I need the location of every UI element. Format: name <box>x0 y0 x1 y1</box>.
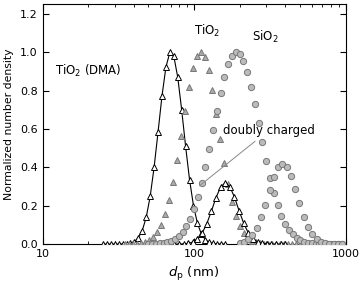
Text: doubly charged: doubly charged <box>199 124 315 186</box>
X-axis label: $d_\mathrm{p}$ (nm): $d_\mathrm{p}$ (nm) <box>169 265 220 283</box>
Text: TiO$_2$ (DMA): TiO$_2$ (DMA) <box>55 63 121 79</box>
Y-axis label: Normalized number density: Normalized number density <box>4 49 15 200</box>
Text: TiO$_2$: TiO$_2$ <box>194 23 220 39</box>
Text: SiO$_2$: SiO$_2$ <box>252 29 278 45</box>
